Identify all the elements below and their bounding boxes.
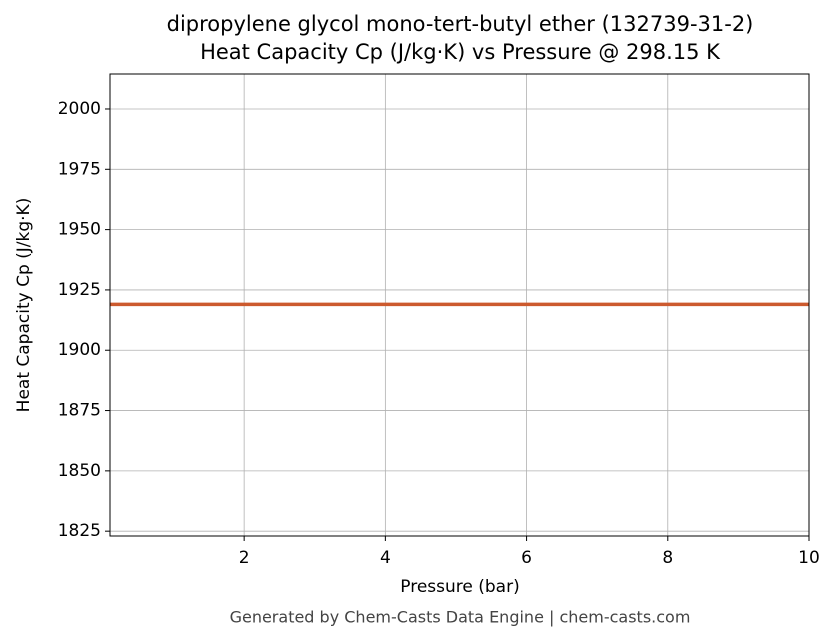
x-axis-label: Pressure (bar) bbox=[400, 577, 519, 597]
x-tick-label: 6 bbox=[521, 548, 532, 568]
x-tick-label: 2 bbox=[239, 548, 250, 568]
y-tick-label: 1925 bbox=[58, 280, 101, 300]
y-tick-label: 1850 bbox=[58, 461, 101, 481]
chart-title: dipropylene glycol mono-tert-butyl ether… bbox=[167, 12, 754, 36]
y-tick-label: 1825 bbox=[58, 521, 101, 541]
x-tick-label: 4 bbox=[380, 548, 391, 568]
x-tick-label: 10 bbox=[798, 548, 820, 568]
y-tick-label: 1975 bbox=[58, 159, 101, 179]
y-tick-label: 1950 bbox=[58, 220, 101, 240]
x-tick-label: 8 bbox=[662, 548, 673, 568]
y-tick-label: 2000 bbox=[58, 99, 101, 119]
chart-subtitle: Heat Capacity Cp (J/kg·K) vs Pressure @ … bbox=[200, 40, 721, 64]
footer: Generated by Chem-Casts Data Engine | ch… bbox=[230, 608, 691, 627]
y-axis-label: Heat Capacity Cp (J/kg·K) bbox=[14, 198, 34, 413]
y-tick-label: 1900 bbox=[58, 340, 101, 360]
plot-frame bbox=[109, 73, 810, 537]
y-tick-label: 1875 bbox=[58, 401, 101, 421]
